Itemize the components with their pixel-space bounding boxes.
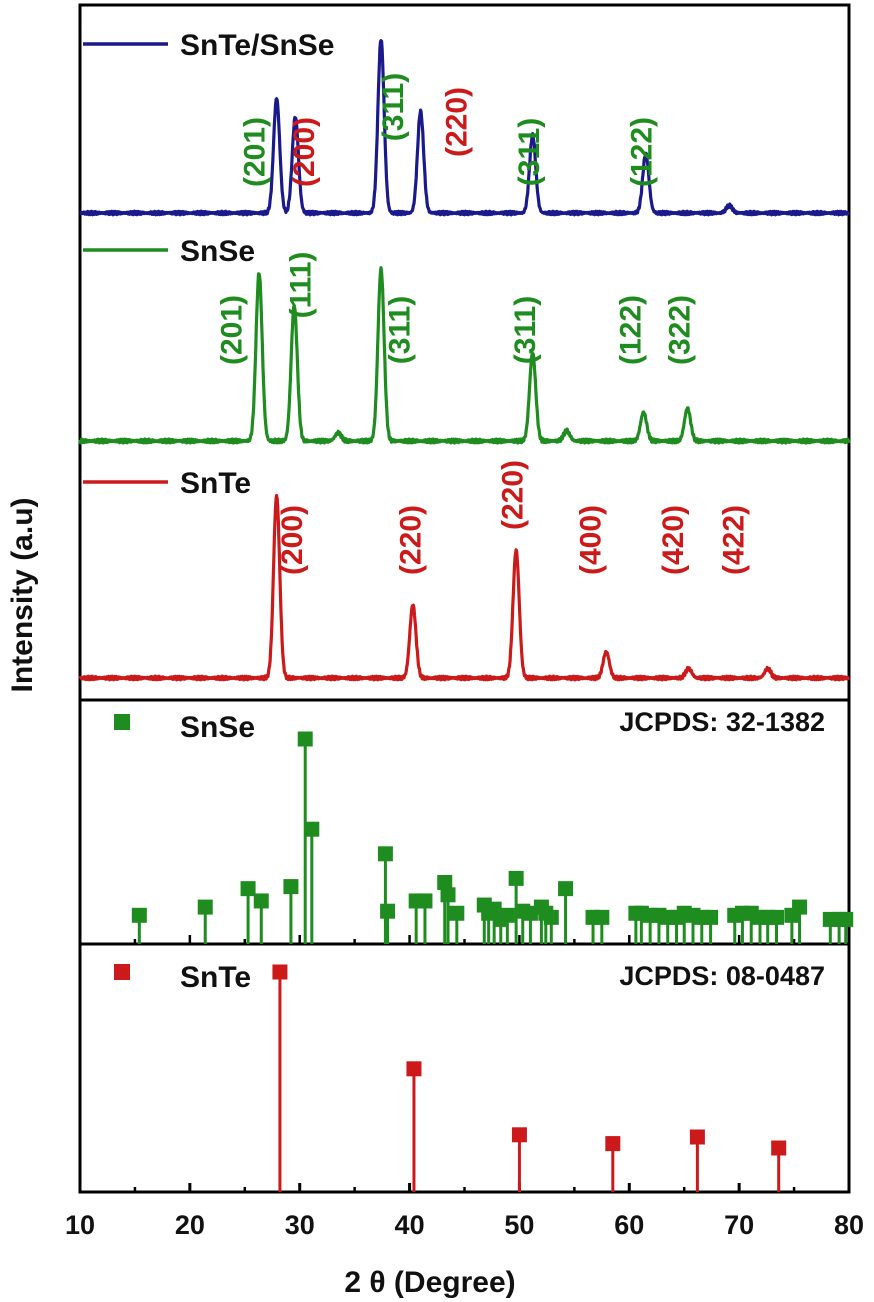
- reference-marker: [253, 893, 269, 909]
- peak-annotation: (200): [276, 505, 309, 575]
- reference-marker: [304, 821, 320, 837]
- reference-marker: [297, 731, 313, 747]
- reference-marker: [380, 903, 396, 919]
- x-tick-label: 60: [614, 1210, 644, 1240]
- legend-marker-snse-reference: [114, 714, 130, 730]
- plot-text: Intensity (a.u) 2 θ (Degree) 10 20 30 40 50 6…: [6, 29, 864, 1299]
- reference-marker: [440, 887, 456, 903]
- legend-label-0: SnTe/SnSe: [180, 29, 334, 62]
- peak-annotation: (422): [718, 505, 751, 575]
- peak-annotation: (420): [657, 505, 690, 575]
- peak-annotation: (311): [377, 73, 410, 141]
- peak-annotation: (201): [239, 117, 272, 187]
- reference-marker: [558, 881, 574, 897]
- reference-marker: [838, 911, 854, 927]
- peak-annotation: (220): [497, 460, 530, 530]
- x-tick-label: 40: [395, 1210, 425, 1240]
- peak-annotation: (311): [384, 296, 417, 364]
- reference-marker: [417, 893, 433, 909]
- reference-marker: [499, 907, 515, 923]
- series-line-1: [78, 266, 851, 445]
- reference-marker: [197, 899, 213, 915]
- reference-marker: [689, 1129, 705, 1145]
- legend-label-1: SnSe: [180, 235, 255, 268]
- x-tick-label: 30: [285, 1210, 315, 1240]
- reference-marker: [272, 964, 288, 980]
- legend-label-snte-reference: SnTe: [180, 961, 251, 994]
- reference-marker: [377, 846, 393, 862]
- peak-annotation: (122): [625, 117, 658, 187]
- peak-annotation: (201): [216, 295, 249, 365]
- reference-marker: [437, 875, 453, 890]
- peak-annotation: (200): [288, 117, 321, 187]
- x-tick-label: 80: [834, 1210, 864, 1240]
- reference-marker: [605, 1136, 621, 1152]
- peak-annotation: (122): [614, 295, 647, 365]
- series-line-2: [78, 493, 851, 682]
- reference-marker: [406, 1061, 422, 1077]
- x-tick-label: 20: [175, 1210, 205, 1240]
- reference-marker: [543, 909, 559, 925]
- x-tick-label: 50: [504, 1210, 534, 1240]
- reference-marker: [594, 909, 610, 925]
- peak-annotation: (311): [509, 296, 542, 364]
- reference-marker: [703, 909, 719, 925]
- reference-marker: [511, 1127, 527, 1143]
- peak-annotation: (400): [575, 505, 608, 575]
- peak-annotation: (322): [664, 295, 697, 365]
- reference-marker: [508, 870, 524, 886]
- legend-marker-snte-reference: [114, 964, 130, 980]
- peak-annotation: (311): [513, 118, 546, 186]
- x-tick-label: 70: [724, 1210, 754, 1240]
- series-line-0: [78, 39, 851, 217]
- x-axis-label: 2 θ (Degree): [344, 1266, 515, 1299]
- plot-marks: [78, 39, 854, 1192]
- jcpds-label-snse-reference: JCPDS: 32-1382: [619, 707, 825, 737]
- x-tick-label: 10: [65, 1210, 95, 1240]
- reference-marker: [449, 905, 465, 921]
- reference-marker: [283, 879, 299, 895]
- reference-marker: [768, 909, 784, 925]
- plot-panels: [78, 3, 851, 1194]
- jcpds-label-snte-reference: JCPDS: 08-0487: [619, 961, 825, 991]
- legend-label-snse-reference: SnSe: [180, 711, 255, 744]
- reference-marker: [771, 1140, 787, 1156]
- legend-label-2: SnTe: [180, 467, 251, 500]
- reference-marker: [240, 881, 256, 897]
- peak-annotation: (111): [285, 252, 318, 319]
- reference-marker: [792, 899, 808, 915]
- y-axis-label: Intensity (a.u): [6, 497, 39, 692]
- reference-marker: [131, 907, 147, 923]
- peak-annotation: (220): [395, 505, 428, 575]
- peak-annotation: (220): [441, 87, 474, 157]
